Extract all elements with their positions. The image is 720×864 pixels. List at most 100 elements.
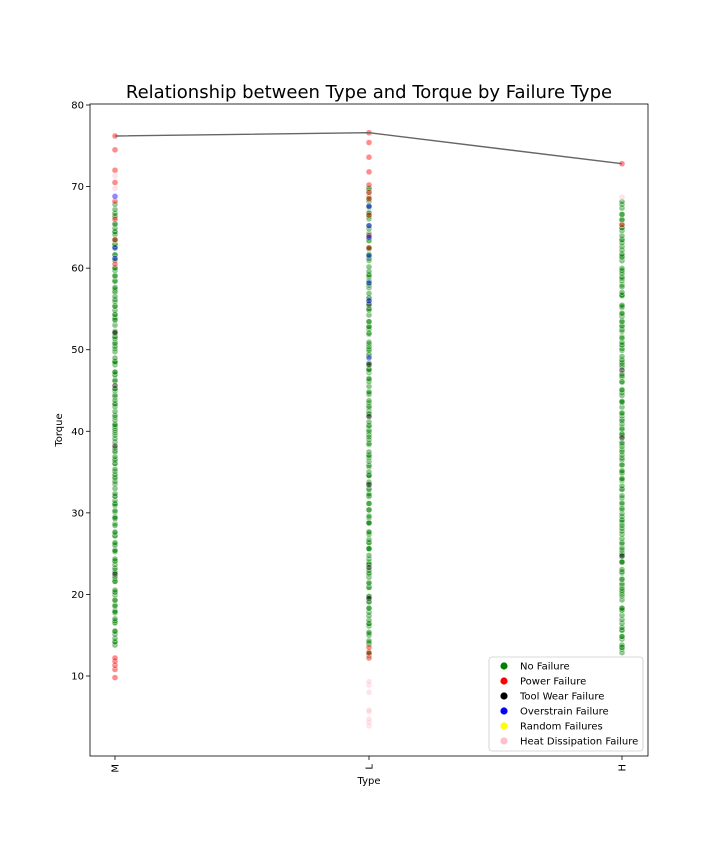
no-failure-point bbox=[111, 514, 119, 521]
y-tick-label: 80 bbox=[71, 101, 84, 112]
no-failure-point bbox=[111, 278, 119, 285]
no-failure-point bbox=[111, 597, 119, 604]
no-failure-point bbox=[618, 475, 626, 482]
legend: No Failure Power Failure Tool Wear Failure… bbox=[488, 656, 644, 752]
no-failure-point bbox=[111, 539, 119, 546]
no-failure-point bbox=[618, 267, 626, 274]
no-failure-point bbox=[365, 545, 373, 552]
no-failure-point bbox=[618, 587, 626, 594]
no-failure-point bbox=[111, 421, 119, 429]
no-failure-point bbox=[618, 644, 626, 651]
no-failure-point bbox=[365, 640, 373, 648]
no-failure-point bbox=[111, 298, 119, 305]
no-failure-point bbox=[618, 499, 626, 507]
no-failure-point bbox=[365, 198, 373, 205]
no-failure-point bbox=[618, 291, 626, 299]
no-failure-point bbox=[111, 354, 119, 362]
no-failure-point bbox=[618, 494, 626, 502]
no-failure-point bbox=[618, 558, 626, 566]
heat-dissipation-failure-point bbox=[365, 719, 373, 726]
no-failure-point bbox=[111, 602, 119, 609]
no-failure-point bbox=[365, 343, 373, 351]
no-failure-point bbox=[618, 596, 626, 604]
no-failure-point bbox=[365, 345, 373, 352]
no-failure-point bbox=[618, 198, 626, 205]
no-failure-point bbox=[365, 375, 373, 383]
x-tick-label: L bbox=[365, 764, 376, 770]
no-failure-point bbox=[618, 277, 626, 284]
no-failure-point bbox=[365, 528, 373, 536]
no-failure-point bbox=[111, 414, 119, 421]
no-failure-point bbox=[365, 340, 373, 348]
no-failure-point bbox=[365, 512, 373, 520]
no-failure-point bbox=[618, 620, 626, 627]
no-failure-point bbox=[111, 528, 119, 536]
no-failure-point bbox=[111, 615, 119, 623]
no-failure-point bbox=[618, 612, 626, 619]
no-failure-point bbox=[618, 358, 626, 365]
no-failure-point bbox=[365, 290, 373, 297]
no-failure-point bbox=[365, 639, 373, 646]
no-failure-point bbox=[111, 465, 119, 473]
no-failure-point bbox=[618, 432, 626, 440]
no-failure-point bbox=[618, 606, 626, 614]
no-failure-point bbox=[618, 243, 626, 250]
no-failure-point bbox=[111, 473, 119, 480]
no-failure-point bbox=[365, 369, 373, 376]
heat-dissipation-failure-point bbox=[111, 172, 119, 180]
no-failure-point bbox=[111, 490, 119, 497]
no-failure-point bbox=[618, 318, 626, 325]
no-failure-point bbox=[618, 378, 626, 385]
no-failure-point bbox=[111, 408, 119, 415]
legend-label: Overstrain Failure bbox=[520, 707, 609, 718]
no-failure-point bbox=[365, 462, 373, 469]
no-failure-point bbox=[365, 579, 373, 586]
no-failure-point bbox=[618, 641, 626, 649]
overstrain-failure-point bbox=[365, 354, 373, 362]
no-failure-point bbox=[365, 397, 373, 404]
no-failure-point bbox=[365, 378, 373, 385]
no-failure-point bbox=[111, 340, 119, 347]
tool-wear-failure-point bbox=[618, 434, 626, 442]
no-failure-point bbox=[111, 368, 119, 376]
power-failure-point bbox=[111, 167, 119, 174]
heat-dissipation-failure-point bbox=[365, 722, 373, 729]
y-axis: 10 20 30 40 50 60 70 80 bbox=[71, 101, 90, 683]
tool-wear-failure-point bbox=[365, 481, 373, 488]
no-failure-point bbox=[111, 316, 119, 323]
no-failure-point bbox=[111, 638, 119, 646]
no-failure-point bbox=[111, 578, 119, 585]
no-failure-point bbox=[111, 555, 119, 563]
power-failure-point bbox=[111, 260, 119, 268]
no-failure-point bbox=[365, 237, 373, 244]
no-failure-point bbox=[365, 514, 373, 521]
no-failure-point bbox=[365, 630, 373, 637]
no-failure-point bbox=[365, 418, 373, 426]
no-failure-point bbox=[111, 228, 119, 236]
no-failure-point bbox=[618, 216, 626, 223]
no-failure-point bbox=[618, 257, 626, 264]
x-axis-label: Type bbox=[357, 776, 381, 787]
heat-dissipation-failure-point bbox=[365, 681, 373, 689]
no-failure-point bbox=[365, 506, 373, 514]
no-failure-point bbox=[111, 567, 119, 574]
no-failure-point bbox=[365, 490, 373, 498]
no-failure-point bbox=[365, 622, 373, 630]
no-failure-point bbox=[365, 350, 373, 358]
power-failure-point bbox=[111, 179, 119, 186]
power-failure-point bbox=[111, 236, 119, 243]
no-failure-point bbox=[618, 250, 626, 258]
no-failure-point bbox=[365, 448, 373, 456]
tool-wear-failure-point bbox=[111, 329, 119, 336]
no-failure-point bbox=[618, 635, 626, 643]
no-failure-point bbox=[618, 370, 626, 378]
no-failure-point bbox=[365, 263, 373, 271]
no-failure-point bbox=[618, 417, 626, 425]
no-failure-point bbox=[618, 439, 626, 446]
power-failure-point bbox=[111, 146, 119, 154]
no-failure-point bbox=[111, 377, 119, 385]
no-failure-point bbox=[365, 604, 373, 612]
no-failure-point bbox=[365, 584, 373, 591]
power-failure-point bbox=[111, 198, 119, 205]
